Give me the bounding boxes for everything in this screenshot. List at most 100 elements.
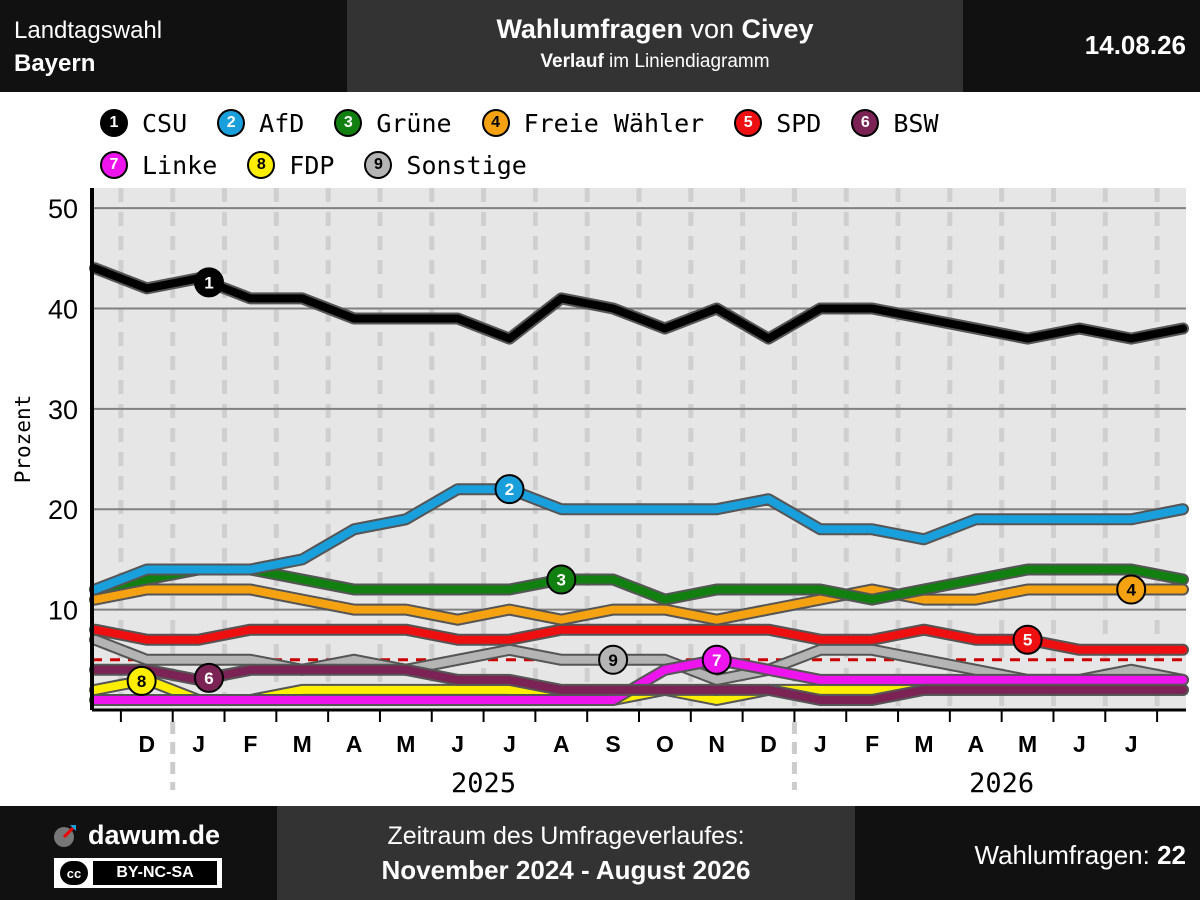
legend-label: Grüne <box>376 108 452 138</box>
legend-marker: 5 <box>734 109 763 137</box>
x-tick-label: F <box>865 731 879 757</box>
series-marker-label: 4 <box>1126 581 1136 600</box>
dawum-logo-icon <box>54 824 76 847</box>
series-marker <box>193 662 224 693</box>
y-axis-title: Prozent <box>11 395 35 484</box>
legend-marker: 1 <box>100 109 128 137</box>
period-label: Zeitraum des Umfrageverlaufes: <box>387 822 745 850</box>
chart-subtitle: Verlauf im Liniendiagramm <box>347 51 963 73</box>
series-marker <box>494 474 525 505</box>
x-tick-label: A <box>967 731 984 757</box>
subtitle-part-2: im Liniendiagramm <box>603 51 770 72</box>
x-tick-label: M <box>914 731 933 757</box>
year-label: 2025 <box>451 768 516 799</box>
legend-item: 6 BSW <box>851 102 939 144</box>
poll-count: Wahlumfragen: 22 <box>975 840 1186 871</box>
region-name: Bayern <box>14 50 96 77</box>
x-tick-label: N <box>708 731 725 757</box>
footer: dawum.de cc BY-NC-SA Zeitraum des Umfrag… <box>0 806 1200 900</box>
x-tick-label: F <box>243 731 257 757</box>
x-tick-label: A <box>346 731 363 757</box>
x-tick-label: J <box>503 731 516 757</box>
legend-item: 2 AfD <box>217 102 304 144</box>
line-chart: 10 20 30 40 50 1 2 3 4 5 6 7 8 9 D J F M A M J J A S O N D J F M A M J J 2… <box>11 188 1189 799</box>
legend-item: 7 Linke <box>100 144 217 186</box>
x-tick-label: M <box>396 731 415 757</box>
y-tick-label: 50 <box>48 194 78 224</box>
header: Landtagswahl Bayern Wahlumfragen von Civ… <box>0 0 1200 92</box>
period-value: November 2024 - August 2026 <box>381 855 751 885</box>
legend-marker: 2 <box>217 109 246 137</box>
region-label: Landtagswahl <box>14 17 163 44</box>
legend-marker: 7 <box>100 151 128 179</box>
cc-icon: cc <box>60 861 88 885</box>
legend-label: Sonstige <box>406 150 527 180</box>
series-marker <box>1116 574 1147 605</box>
poll-count-value: 22 <box>1157 840 1186 870</box>
legend-item: 8 FDP <box>247 144 334 186</box>
series-marker <box>193 267 224 298</box>
legend-label: BSW <box>893 108 939 138</box>
x-tick-label: M <box>293 731 312 757</box>
series-marker-label: 2 <box>505 480 514 499</box>
x-tick-label: O <box>656 731 674 757</box>
period-block: Zeitraum des Umfrageverlaufes: November … <box>277 806 855 900</box>
subtitle-part-1: Verlauf <box>540 51 604 72</box>
license-badge[interactable]: cc BY-NC-SA <box>54 858 222 888</box>
x-tick-label: J <box>192 731 205 757</box>
legend-marker: 3 <box>334 109 363 137</box>
series-marker <box>701 644 732 675</box>
date: 14.08.26 <box>1084 30 1186 60</box>
series-marker-label: 1 <box>204 273 213 292</box>
series-marker-label: 6 <box>204 669 213 688</box>
x-tick-label: J <box>1125 731 1138 757</box>
x-tick-label: J <box>1073 731 1086 757</box>
brand[interactable]: dawum.de <box>52 820 220 851</box>
x-tick-label: A <box>553 731 570 757</box>
legend-label: FDP <box>289 150 335 180</box>
legend-item: 4 Freie Wähler <box>481 102 705 144</box>
series-marker-label: 7 <box>712 651 721 670</box>
legend: 1 CSU 2 AfD 3 Grüne 4 Freie Wähler 5 SPD 6 BSW 7 Link… <box>100 102 1100 186</box>
brand-name: dawum.de <box>88 820 221 850</box>
title-block: Wahlumfragen von Civey Verlauf im Linien… <box>347 0 963 92</box>
series-line <box>91 485 1187 594</box>
series-marker <box>546 564 577 595</box>
legend-label: CSU <box>142 108 188 138</box>
y-tick-label: 30 <box>48 395 78 425</box>
title-part-2: von <box>682 14 742 44</box>
legend-item: 3 Grüne <box>334 102 452 144</box>
region-block: Landtagswahl Bayern <box>14 14 162 80</box>
x-tick-label: S <box>605 731 620 757</box>
title-part-3: Civey <box>741 14 814 44</box>
legend-item: 1 CSU <box>100 102 187 144</box>
legend-marker: 8 <box>247 151 276 179</box>
chart-title: Wahlumfragen von Civey <box>347 14 963 45</box>
series-marker-label: 8 <box>137 672 146 691</box>
y-tick-label: 10 <box>48 596 78 626</box>
x-tick-label: D <box>138 731 155 757</box>
series-marker <box>598 644 629 675</box>
series-line <box>91 625 1187 654</box>
series-marker-label: 9 <box>608 651 617 670</box>
x-tick-label: J <box>814 731 827 757</box>
series-line <box>91 665 1187 704</box>
legend-label: Freie Wähler <box>523 108 705 138</box>
legend-label: AfD <box>259 108 305 138</box>
series-marker-label: 5 <box>1023 631 1032 650</box>
x-tick-label: J <box>451 731 464 757</box>
legend-marker: 9 <box>364 151 393 179</box>
x-tick-label: D <box>760 731 777 757</box>
legend-item: 9 Sonstige <box>364 144 527 186</box>
legend-label: Linke <box>142 150 218 180</box>
series-marker <box>126 665 157 696</box>
legend-marker: 4 <box>481 109 510 137</box>
license-text: BY-NC-SA <box>93 861 217 885</box>
legend-label: SPD <box>776 108 822 138</box>
series-line <box>91 585 1187 624</box>
series-marker <box>1012 624 1043 655</box>
series-line <box>91 565 1187 604</box>
legend-item: 5 SPD <box>734 102 821 144</box>
title-part-1: Wahlumfragen <box>496 14 683 44</box>
year-label: 2026 <box>969 768 1034 799</box>
